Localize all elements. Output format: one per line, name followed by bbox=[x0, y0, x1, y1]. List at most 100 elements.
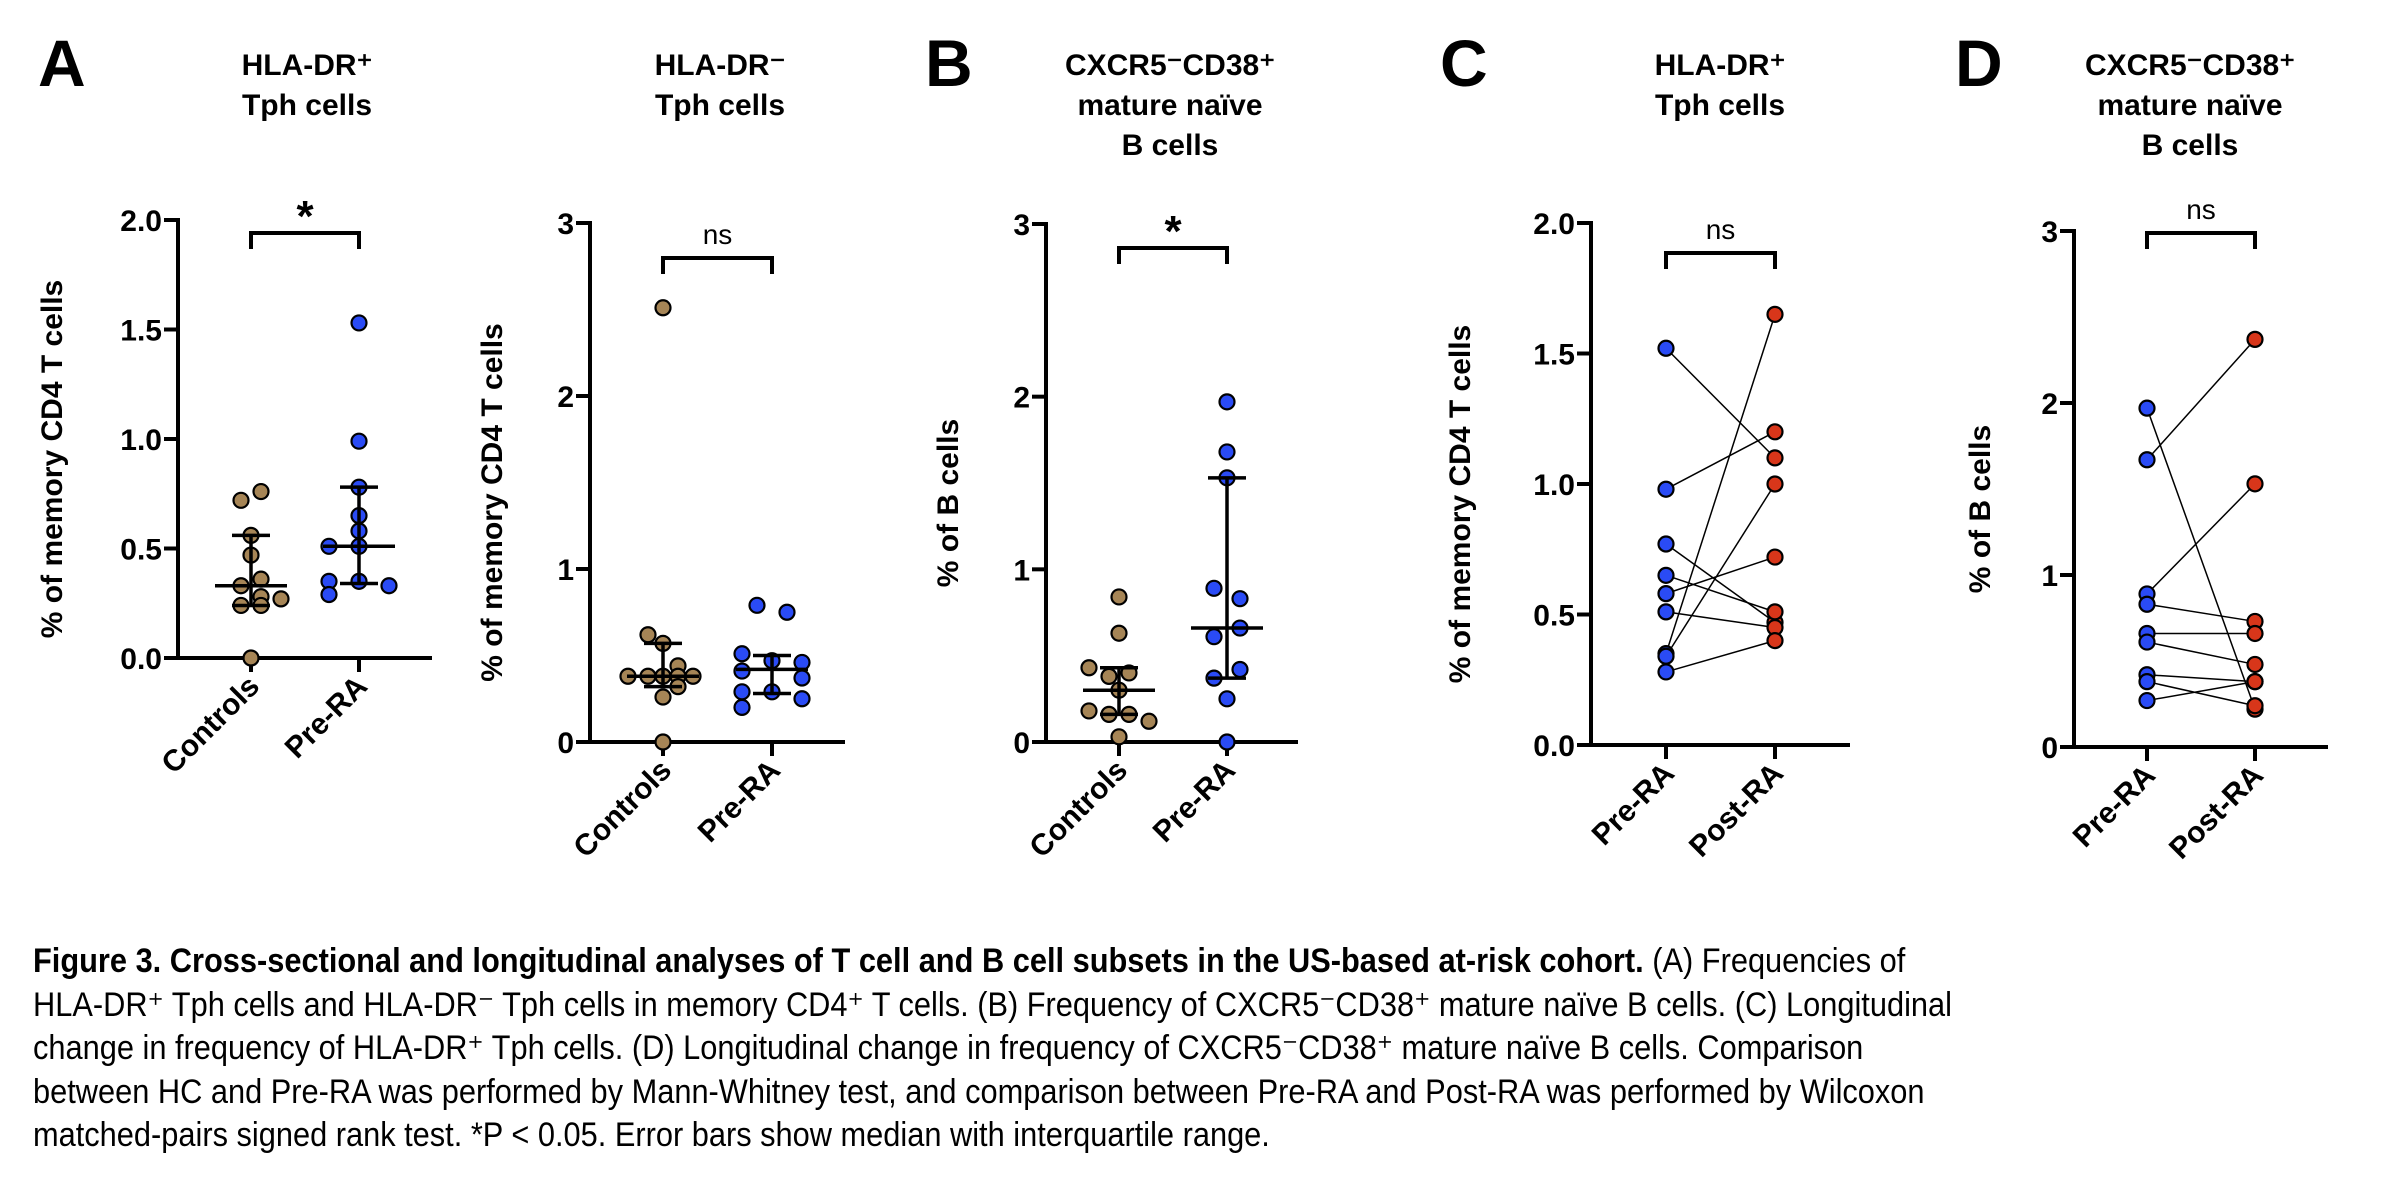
data-point-pre-ra bbox=[2138, 399, 2156, 417]
data-point-pre-ra bbox=[380, 577, 398, 595]
y-tick-label: 0 bbox=[2041, 732, 2058, 765]
panel-title-line: CXCR5⁻CD38⁺ bbox=[2085, 49, 2295, 82]
panel-a2: HLA-DR⁻ Tph cells 0 1 2 3 % of memory CD4 T ce… bbox=[476, 49, 845, 864]
data-point-pre-ra bbox=[733, 683, 751, 701]
y-axis-label: % of B cells bbox=[932, 419, 965, 587]
data-point-pre-ra bbox=[1657, 480, 1675, 498]
paired-line bbox=[2146, 674, 2256, 683]
data-point-post-ra bbox=[1766, 305, 1784, 323]
data-point-pre-ra bbox=[1657, 663, 1675, 681]
data-point-controls bbox=[1140, 712, 1158, 730]
x-tick-label: Controls bbox=[155, 670, 266, 781]
y-tick-label: 0.0 bbox=[120, 643, 162, 676]
significance-label: ns bbox=[2186, 194, 2216, 225]
paired-line bbox=[1665, 611, 1776, 629]
data-point-post-ra bbox=[1766, 548, 1784, 566]
data-point-controls bbox=[1110, 728, 1128, 746]
data-point-post-ra bbox=[1766, 631, 1784, 650]
y-tick-label: 3 bbox=[2041, 216, 2058, 249]
data-point-pre-ra bbox=[1218, 733, 1236, 751]
data-point-post-ra bbox=[2246, 475, 2264, 493]
data-point-pre-ra bbox=[1218, 443, 1236, 461]
data-point-pre-ra bbox=[350, 314, 368, 332]
y-tick-label: 1.0 bbox=[120, 424, 162, 457]
caption-line-2: HLA-DR⁺ Tph cells and HLA-DR⁻ Tph cells … bbox=[33, 985, 1952, 1024]
data-point-pre-ra bbox=[2138, 673, 2156, 691]
panel-title-line: mature naïve bbox=[2097, 89, 2282, 122]
paired-line bbox=[2146, 483, 2256, 595]
y-tick-label: 2 bbox=[2041, 388, 2058, 421]
x-tick-label: Pre-RA bbox=[2067, 759, 2162, 854]
significance-bracket bbox=[249, 231, 361, 249]
y-tick-label: 0.0 bbox=[1533, 730, 1575, 763]
data-point-pre-ra bbox=[793, 669, 811, 687]
data-point-pre-ra bbox=[1657, 566, 1675, 584]
x-tick-label: Pre-RA bbox=[1586, 757, 1681, 852]
paired-line bbox=[2146, 641, 2256, 666]
panel-title-line: B cells bbox=[1122, 129, 1219, 162]
y-axis-label: % of B cells bbox=[1964, 425, 1997, 593]
panel-a1: A HLA-DR⁺ Tph cells 0.0 0.5 1.0 1.5 2.0 % of mem… bbox=[36, 26, 432, 780]
paired-line bbox=[2146, 680, 2256, 707]
panel-title-line: HLA-DR⁻ bbox=[655, 49, 786, 82]
paired-line bbox=[1665, 314, 1776, 654]
y-axis-label: % of memory CD4 T cells bbox=[1444, 325, 1477, 683]
y-tick-label: 1.0 bbox=[1533, 469, 1575, 502]
figure-3-charts: A HLA-DR⁺ Tph cells 0.0 0.5 1.0 1.5 2.0 % of mem… bbox=[36, 26, 2328, 866]
panel-d: D CXCR5⁻CD38⁺ mature naïve B cells 0 1 2 3 % of … bbox=[1955, 26, 2328, 866]
y-axis-label: % of memory CD4 T cells bbox=[36, 280, 69, 638]
y-tick-label: 0 bbox=[1013, 727, 1030, 760]
y-tick-label: 3 bbox=[1013, 209, 1030, 242]
caption-line-5: matched-pairs signed rank test. *P < 0.0… bbox=[33, 1116, 1270, 1154]
y-tick-label: 1.5 bbox=[1533, 339, 1575, 372]
panel-title-line: Tph cells bbox=[242, 89, 372, 122]
data-point-post-ra bbox=[2246, 330, 2264, 348]
paired-line bbox=[2146, 603, 2256, 623]
panel-title-line: HLA-DR⁺ bbox=[1655, 49, 1786, 82]
data-point-post-ra bbox=[1766, 475, 1784, 493]
data-point-pre-ra bbox=[1218, 690, 1236, 708]
data-point-pre-ra bbox=[778, 603, 796, 621]
data-point-pre-ra bbox=[1657, 339, 1675, 357]
y-axis-label: % of memory CD4 T cells bbox=[476, 323, 509, 681]
data-point-pre-ra bbox=[320, 585, 338, 604]
significance-bracket bbox=[1117, 246, 1229, 264]
paired-line bbox=[2146, 338, 2256, 461]
significance-label: * bbox=[1164, 207, 1182, 256]
data-point-pre-ra bbox=[2138, 595, 2156, 613]
caption-line-1: (A) Frequencies of bbox=[1643, 942, 1906, 980]
data-point-controls bbox=[654, 733, 672, 751]
x-tick-label: Pre-RA bbox=[279, 670, 374, 765]
y-tick-label: 1 bbox=[557, 554, 574, 587]
paired-line bbox=[1665, 543, 1776, 623]
paired-line bbox=[2146, 680, 2256, 702]
y-tick-label: 0 bbox=[557, 727, 574, 760]
panel-letter-b: B bbox=[925, 26, 973, 100]
significance-bracket bbox=[661, 256, 774, 274]
panel-title-line: Tph cells bbox=[1655, 89, 1785, 122]
significance-bracket bbox=[2145, 231, 2257, 249]
data-point-pre-ra bbox=[350, 432, 368, 450]
panel-c: C HLA-DR⁺ Tph cells 0.0 0.5 1.0 1.5 2.0 % of mem… bbox=[1440, 26, 1850, 864]
y-tick-label: 1 bbox=[2041, 560, 2058, 593]
y-tick-label: 2 bbox=[557, 381, 574, 414]
significance-label: ns bbox=[1706, 214, 1736, 245]
data-point-controls bbox=[272, 590, 290, 608]
y-tick-label: 2 bbox=[1013, 382, 1030, 415]
figure-caption: Figure 3. Cross-sectional and longitudin… bbox=[33, 940, 2386, 1158]
significance-label: ns bbox=[703, 219, 733, 250]
data-point-pre-ra bbox=[1657, 585, 1675, 603]
x-tick-label: Controls bbox=[567, 754, 678, 865]
data-point-controls bbox=[242, 649, 260, 667]
paired-line bbox=[1665, 574, 1776, 613]
paired-line bbox=[2146, 407, 2256, 710]
data-point-post-ra bbox=[2246, 697, 2264, 715]
x-tick-label: Pre-RA bbox=[1147, 754, 1242, 849]
y-tick-label: 2.0 bbox=[120, 205, 162, 238]
data-point-post-ra bbox=[2246, 673, 2264, 691]
data-point-controls bbox=[232, 491, 250, 509]
data-point-post-ra bbox=[2246, 624, 2264, 643]
data-point-controls bbox=[1080, 702, 1098, 720]
paired-line bbox=[1665, 639, 1776, 673]
x-tick-label: Post-RA bbox=[1683, 757, 1790, 864]
